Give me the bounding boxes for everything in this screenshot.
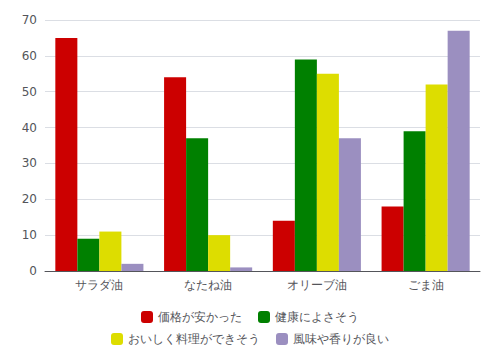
svg-text:60: 60 (22, 49, 37, 63)
svg-text:健康によさそう: 健康によさそう (275, 310, 359, 324)
svg-text:価格が安かった: 価格が安かった (158, 310, 242, 324)
svg-text:0: 0 (29, 264, 37, 278)
svg-text:50: 50 (22, 85, 37, 99)
svg-text:なたね油: なたね油 (184, 278, 232, 292)
svg-text:20: 20 (22, 192, 37, 206)
svg-text:おいしく料理ができそう: おいしく料理ができそう (128, 332, 260, 346)
svg-text:30: 30 (22, 156, 37, 170)
svg-text:10: 10 (22, 228, 37, 242)
svg-text:ごま油: ごま油 (408, 278, 444, 292)
svg-text:70: 70 (22, 13, 37, 27)
svg-text:サラダ油: サラダ油 (75, 278, 123, 292)
svg-text:風味や香りが良い: 風味や香りが良い (293, 332, 389, 346)
svg-text:40: 40 (22, 121, 37, 135)
svg-text:オリーブ油: オリーブ油 (287, 278, 347, 292)
